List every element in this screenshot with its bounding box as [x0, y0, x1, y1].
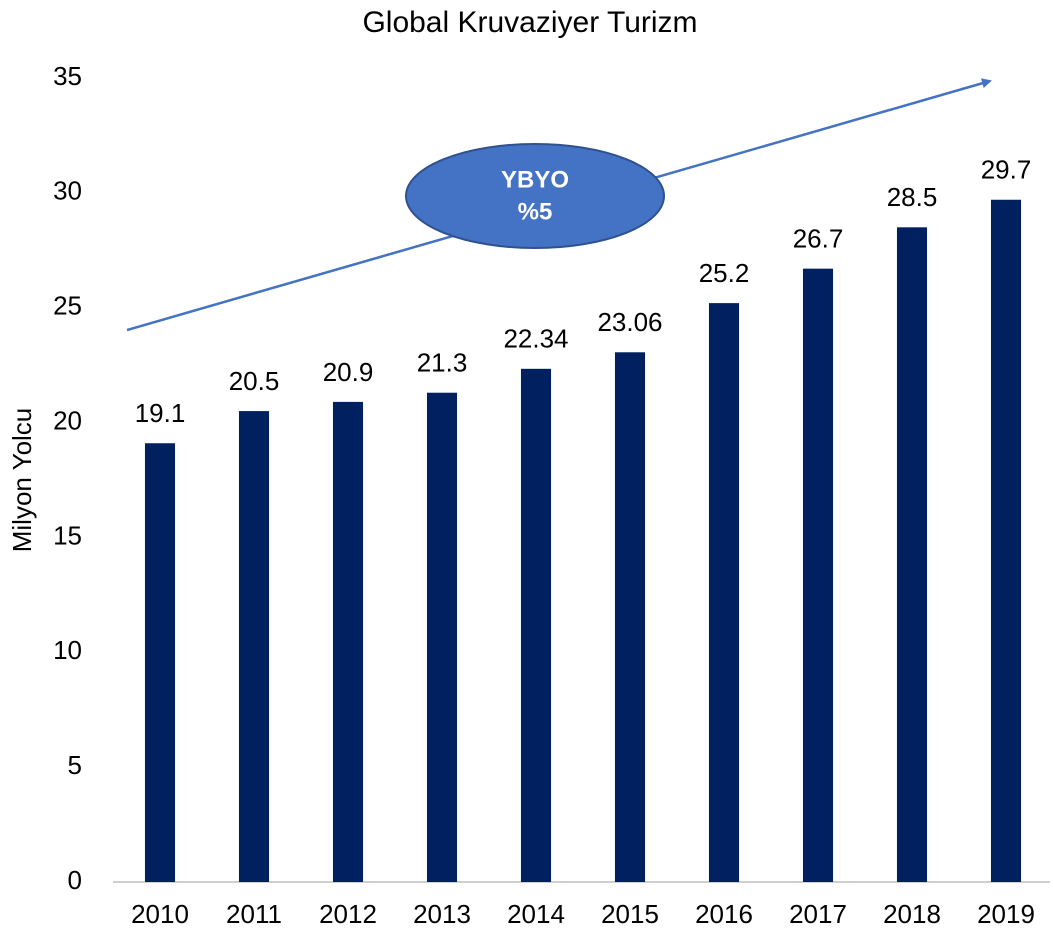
bar: [614, 352, 646, 882]
bar: [896, 227, 928, 883]
y-tick-label: 20: [53, 405, 82, 435]
x-tick-label: 2012: [319, 899, 377, 929]
bar: [332, 401, 364, 882]
bar: [426, 392, 458, 882]
data-label: 28.5: [887, 182, 938, 212]
y-tick-label: 25: [53, 291, 82, 321]
bar: [520, 368, 552, 882]
x-tick-label: 2018: [883, 899, 941, 929]
y-tick-label: 30: [53, 176, 82, 206]
y-axis-label: Milyon Yolcu: [7, 408, 37, 553]
annotation-text: %5: [518, 198, 553, 225]
data-label: 19.1: [135, 398, 186, 428]
y-tick-label: 5: [68, 750, 82, 780]
x-tick-label: 2017: [789, 899, 847, 929]
bar: [802, 268, 834, 883]
x-tick-label: 2015: [601, 899, 659, 929]
y-tick-label: 35: [53, 61, 82, 91]
data-label: 20.9: [323, 357, 374, 387]
data-label: 29.7: [981, 155, 1032, 185]
x-tick-label: 2011: [226, 899, 282, 929]
chart-title: Global Kruvaziyer Turizm: [362, 6, 697, 39]
bar: [144, 443, 176, 882]
y-tick-label: 10: [53, 635, 82, 665]
data-label: 25.2: [699, 258, 750, 288]
y-tick-label: 15: [53, 520, 82, 550]
data-label: 23.06: [597, 307, 662, 337]
bar: [708, 303, 740, 882]
data-label: 20.5: [229, 366, 280, 396]
data-label: 26.7: [793, 224, 844, 254]
x-tick-label: 2010: [131, 899, 189, 929]
x-tick-label: 2016: [695, 899, 753, 929]
x-tick-label: 2013: [413, 899, 471, 929]
data-label: 21.3: [417, 348, 468, 378]
x-tick-label: 2014: [507, 899, 565, 929]
bar: [238, 411, 270, 882]
annotation-ellipse: [405, 143, 665, 249]
data-label: 22.34: [503, 324, 568, 354]
x-tick-label: 2019: [977, 899, 1035, 929]
annotation-text: YBYO: [501, 166, 569, 193]
bar: [990, 199, 1022, 883]
y-tick-label: 0: [68, 865, 82, 895]
